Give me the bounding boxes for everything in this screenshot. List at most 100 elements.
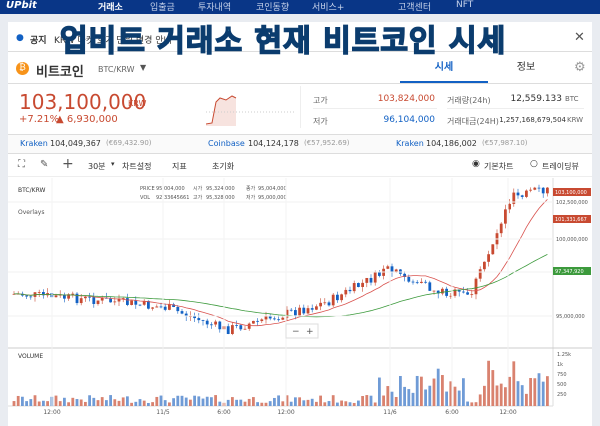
- volume-bar: [420, 376, 423, 406]
- nav-item[interactable]: 투자내역: [198, 3, 232, 13]
- candle-body: [466, 292, 469, 295]
- volume-label: VOLUME: [18, 353, 43, 360]
- candle-body: [525, 190, 528, 197]
- zoom-in[interactable]: +: [306, 327, 314, 337]
- radio-on[interactable]: ◉: [472, 159, 480, 169]
- candle-body: [121, 298, 125, 299]
- chart-bg: [8, 178, 592, 424]
- candle-body: [25, 295, 28, 297]
- volume-bar: [541, 381, 545, 406]
- exchange-price: 104,049,367: [50, 139, 101, 148]
- volume-bar: [512, 361, 516, 406]
- candle-body: [449, 295, 453, 297]
- candle-body: [499, 223, 503, 234]
- volume-bar: [441, 375, 444, 406]
- volume-bar: [88, 395, 91, 406]
- overlays[interactable]: Overlays: [18, 209, 44, 216]
- volume-bar: [243, 401, 247, 406]
- candle-body: [201, 320, 205, 321]
- volume-bar: [201, 398, 205, 406]
- toolbar-item[interactable]: 차트설정: [122, 162, 152, 171]
- volume-bar: [386, 386, 390, 406]
- chart-mode[interactable]: 트레이딩뷰: [542, 162, 579, 171]
- candle-body: [37, 292, 41, 293]
- volume-bar: [415, 375, 419, 406]
- nav-item[interactable]: NFT: [456, 0, 474, 10]
- volume-bar: [155, 396, 159, 406]
- candle-body: [184, 313, 188, 317]
- candle-body: [310, 308, 314, 310]
- volume-bar: [495, 385, 499, 406]
- candle-body: [100, 297, 104, 301]
- fullscreen-icon[interactable]: ⛶: [18, 159, 25, 170]
- nav-item[interactable]: 고객센터: [398, 3, 432, 13]
- dropdown-arrow[interactable]: ▼: [140, 63, 147, 72]
- ohlc-text: 고가: [193, 194, 203, 201]
- ohlc-text: 저가: [246, 194, 256, 201]
- volume-bar: [277, 395, 280, 406]
- volume-bar: [428, 385, 432, 406]
- candle-body: [319, 302, 322, 307]
- volume-bar: [327, 401, 331, 406]
- candle-body: [432, 290, 436, 292]
- volume-bar: [348, 402, 352, 406]
- zoom-out[interactable]: −: [292, 327, 300, 337]
- candle-body: [134, 300, 138, 305]
- candle-body: [88, 296, 91, 298]
- nav-item[interactable]: 입출금: [150, 3, 175, 13]
- stat-label: 거래량(24h): [447, 96, 491, 105]
- ohlc-text: VOL: [140, 195, 150, 201]
- candle-body: [445, 288, 448, 296]
- tab-active[interactable]: 시세: [400, 56, 488, 83]
- volume-bar: [533, 378, 537, 406]
- candle-body: [277, 319, 280, 321]
- volume-bar: [411, 392, 415, 406]
- volume-bar: [46, 401, 49, 406]
- nav-item[interactable]: 코인동향: [256, 3, 290, 13]
- volume-bar: [105, 400, 108, 406]
- candle-body: [331, 294, 335, 306]
- draw-icon[interactable]: ✎: [40, 159, 49, 170]
- volume-bar: [294, 397, 297, 406]
- nav-item[interactable]: 거래소: [98, 3, 123, 13]
- candle-body: [474, 278, 478, 295]
- candle-body: [243, 328, 247, 330]
- moving-average: [13, 254, 548, 318]
- candle-body: [210, 324, 213, 326]
- volume-bar: [252, 397, 255, 406]
- candle-body: [252, 320, 255, 324]
- volume-bar: [29, 399, 33, 406]
- zoom-control[interactable]: [285, 323, 319, 339]
- candle-body: [411, 281, 415, 283]
- close-button[interactable]: ✕: [574, 30, 585, 45]
- tab[interactable]: 정보: [516, 62, 536, 73]
- interval[interactable]: 30분: [88, 162, 106, 171]
- logo[interactable]: UPbit: [6, 0, 37, 11]
- volume-bar: [365, 395, 369, 406]
- candle-body: [415, 282, 419, 284]
- candle-body: [487, 254, 490, 262]
- candle-body: [168, 304, 171, 310]
- candle-body: [63, 294, 66, 299]
- candle-body: [516, 192, 520, 196]
- volume-bar: [525, 393, 528, 406]
- crosshair-icon[interactable]: +: [62, 156, 74, 172]
- candle-body: [420, 281, 423, 283]
- toolbar-item[interactable]: 지표: [172, 162, 187, 171]
- price-axis-label: 102,500,000: [556, 200, 588, 206]
- nav-item[interactable]: 서비스+: [312, 3, 345, 13]
- coin-header: ₿ 비트코인 BTC/KRW ▼ 시세 정보 ⚙: [8, 56, 592, 84]
- candle-body: [407, 276, 411, 282]
- settings-icon[interactable]: ⚙: [574, 60, 586, 75]
- candle-body: [546, 187, 549, 194]
- radio-off[interactable]: ○: [530, 159, 538, 169]
- volume-bar: [159, 395, 163, 406]
- volume-bar: [546, 376, 549, 406]
- volume-bar: [58, 401, 62, 406]
- candle-body: [268, 315, 272, 319]
- volume-bar: [310, 398, 314, 406]
- chart-mode[interactable]: 기본차트: [484, 162, 514, 171]
- notice-text[interactable]: KRW 마켓 호가 단위 변경 안내: [54, 36, 172, 46]
- toolbar-item[interactable]: 초기화: [212, 162, 235, 171]
- volume-bar: [302, 400, 306, 406]
